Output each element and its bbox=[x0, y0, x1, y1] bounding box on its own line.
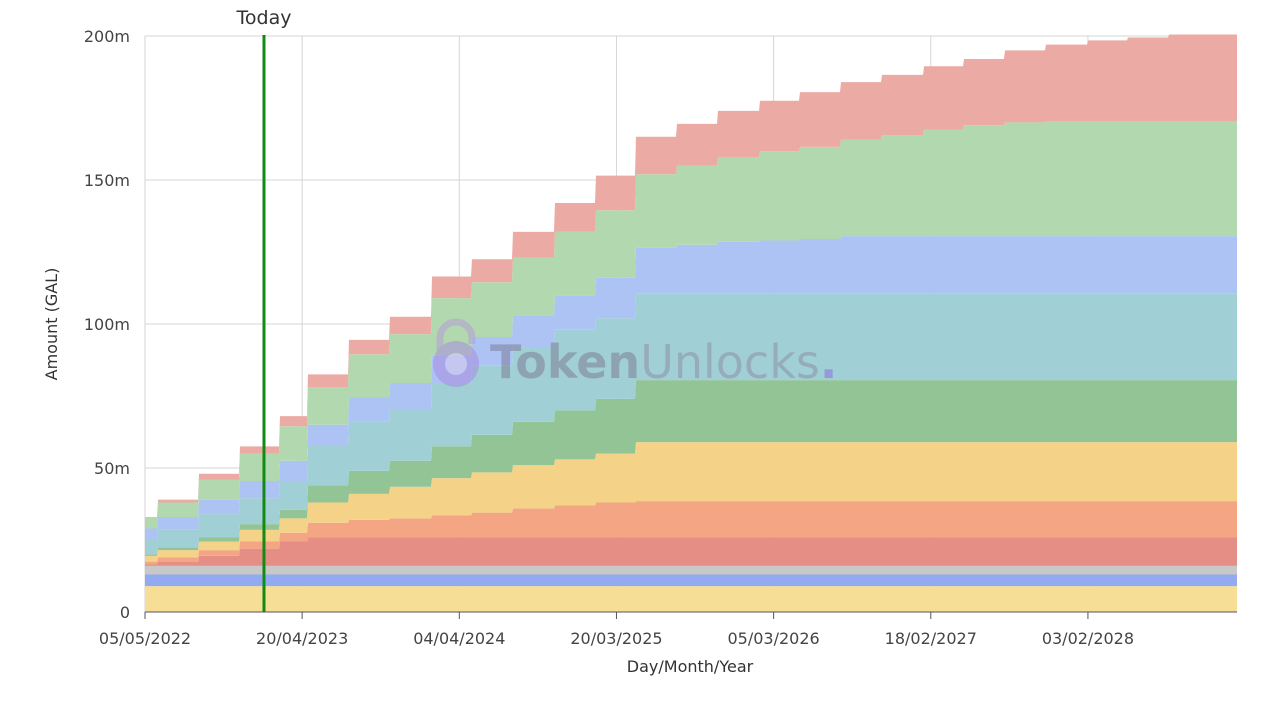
svg-text:TokenUnlocks.: TokenUnlocks. bbox=[490, 335, 837, 389]
area-series-10 bbox=[145, 120, 1237, 529]
area-series-4 bbox=[145, 537, 1237, 566]
today-marker: Today bbox=[236, 7, 292, 612]
x-tick-label: 05/03/2026 bbox=[728, 629, 820, 648]
x-tick-label: 20/04/2023 bbox=[256, 629, 348, 648]
y-axis-ticks: 0 50m 100m 150m 200m bbox=[84, 27, 130, 622]
x-tick-label: 03/02/2028 bbox=[1042, 629, 1134, 648]
area-series-8 bbox=[145, 293, 1237, 555]
x-tick-label: 18/02/2027 bbox=[885, 629, 977, 648]
x-axis-ticks: 05/05/2022 20/04/2023 04/04/2024 20/03/2025… bbox=[99, 612, 1134, 648]
area-series-3 bbox=[145, 565, 1237, 575]
watermark-dot: . bbox=[820, 335, 837, 389]
y-tick-label: 0 bbox=[120, 603, 130, 622]
lock-logo-icon bbox=[433, 318, 479, 387]
stacked-area-series bbox=[145, 34, 1237, 612]
today-label: Today bbox=[236, 7, 292, 29]
x-tick-label: 04/04/2024 bbox=[413, 629, 505, 648]
x-tick-label: 05/05/2022 bbox=[99, 629, 191, 648]
area-series-2 bbox=[145, 574, 1237, 587]
area-series-11 bbox=[145, 34, 1237, 517]
area-series-6 bbox=[145, 442, 1237, 562]
y-tick-label: 50m bbox=[94, 459, 130, 478]
x-axis-title: Day/Month/Year bbox=[627, 657, 754, 676]
y-tick-label: 200m bbox=[84, 27, 130, 46]
y-axis-title: Amount (GAL) bbox=[42, 268, 61, 381]
y-tick-label: 150m bbox=[84, 171, 130, 190]
area-series-9 bbox=[145, 236, 1237, 540]
area-series-7 bbox=[145, 380, 1237, 556]
watermark-token: Token bbox=[490, 335, 640, 389]
x-tick-label: 20/03/2025 bbox=[570, 629, 662, 648]
area-series-1 bbox=[145, 586, 1237, 612]
watermark-unlocks: Unlocks bbox=[640, 335, 820, 389]
tokenunlocks-watermark: TokenUnlocks. bbox=[433, 318, 837, 389]
y-tick-label: 100m bbox=[84, 315, 130, 334]
area-series-5 bbox=[145, 501, 1237, 565]
